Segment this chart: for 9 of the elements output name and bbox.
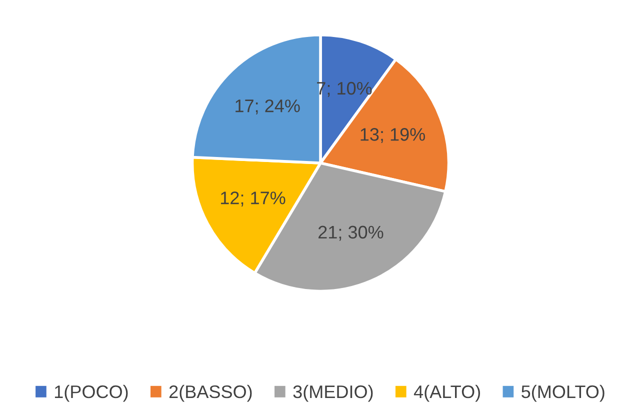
legend-label: 4(ALTO) [414,384,480,402]
legend-label: 5(MOLTO) [522,384,604,402]
legend-label: 3(MEDIO) [293,384,373,402]
data-label: 17; 24% [236,99,300,114]
data-label: 13; 19% [360,128,425,143]
data-label: 21; 30% [318,226,384,241]
legend-label: 2(BASSO) [169,384,252,402]
legend-label: 1(POCO) [54,384,128,402]
data-label: 12; 17% [221,192,286,206]
